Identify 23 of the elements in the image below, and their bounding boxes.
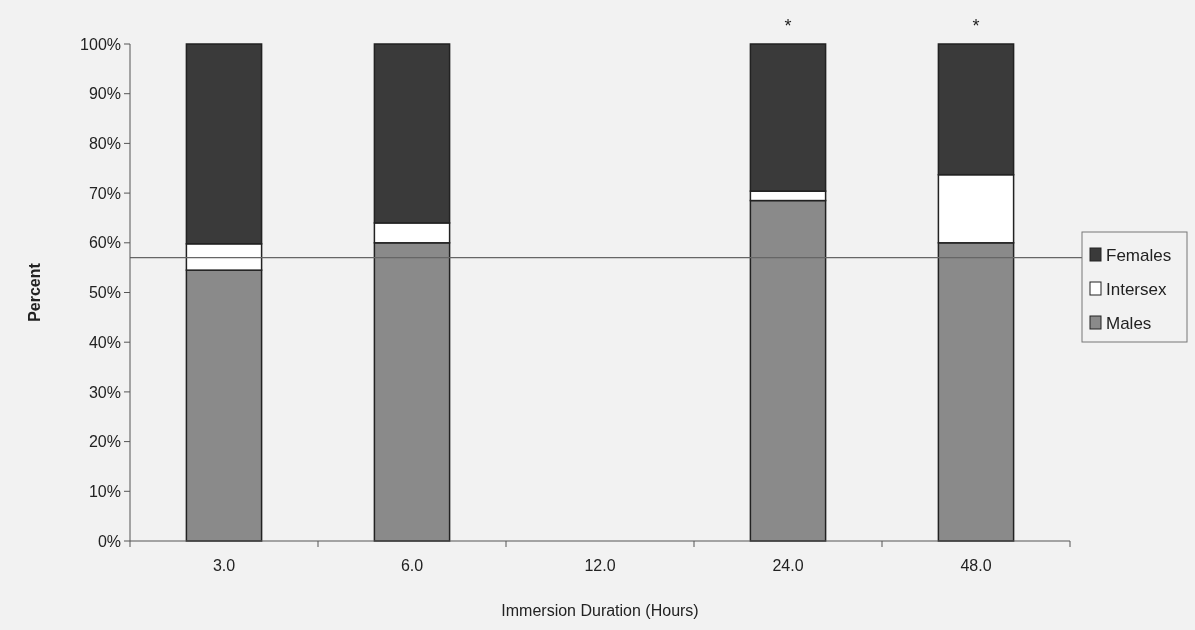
annotation: * (784, 16, 792, 36)
y-tick-label: 80% (88, 135, 121, 152)
annotation: * (972, 16, 980, 36)
y-tick-label: 60% (88, 234, 121, 252)
legend-label: Males (1106, 313, 1152, 333)
y-tick-label: 10% (88, 482, 121, 500)
y-tick-label: 100% (80, 35, 121, 53)
legend-label: Intersex (1106, 279, 1167, 299)
x-tick-label: 3.0 (212, 557, 236, 574)
y-tick-label: 0% (97, 532, 121, 550)
legend-label: Females (1106, 245, 1172, 265)
y-tick-label: 50% (88, 284, 121, 302)
x-axis-title: Immersion Duration (Hours) (501, 602, 699, 619)
x-tick-label: 6.0 (400, 557, 424, 574)
y-tick-label: 40% (88, 333, 121, 351)
x-tick-label: 12.0 (584, 557, 616, 574)
y-axis-title: Percent (26, 262, 43, 322)
y-tick-label: 20% (88, 433, 121, 451)
x-tick-label: 48.0 (960, 557, 992, 574)
y-tick-label: 70% (88, 184, 121, 202)
y-tick-label: 30% (88, 383, 121, 401)
x-tick-label: 24.0 (772, 557, 804, 574)
y-tick-label: 90% (88, 85, 121, 103)
